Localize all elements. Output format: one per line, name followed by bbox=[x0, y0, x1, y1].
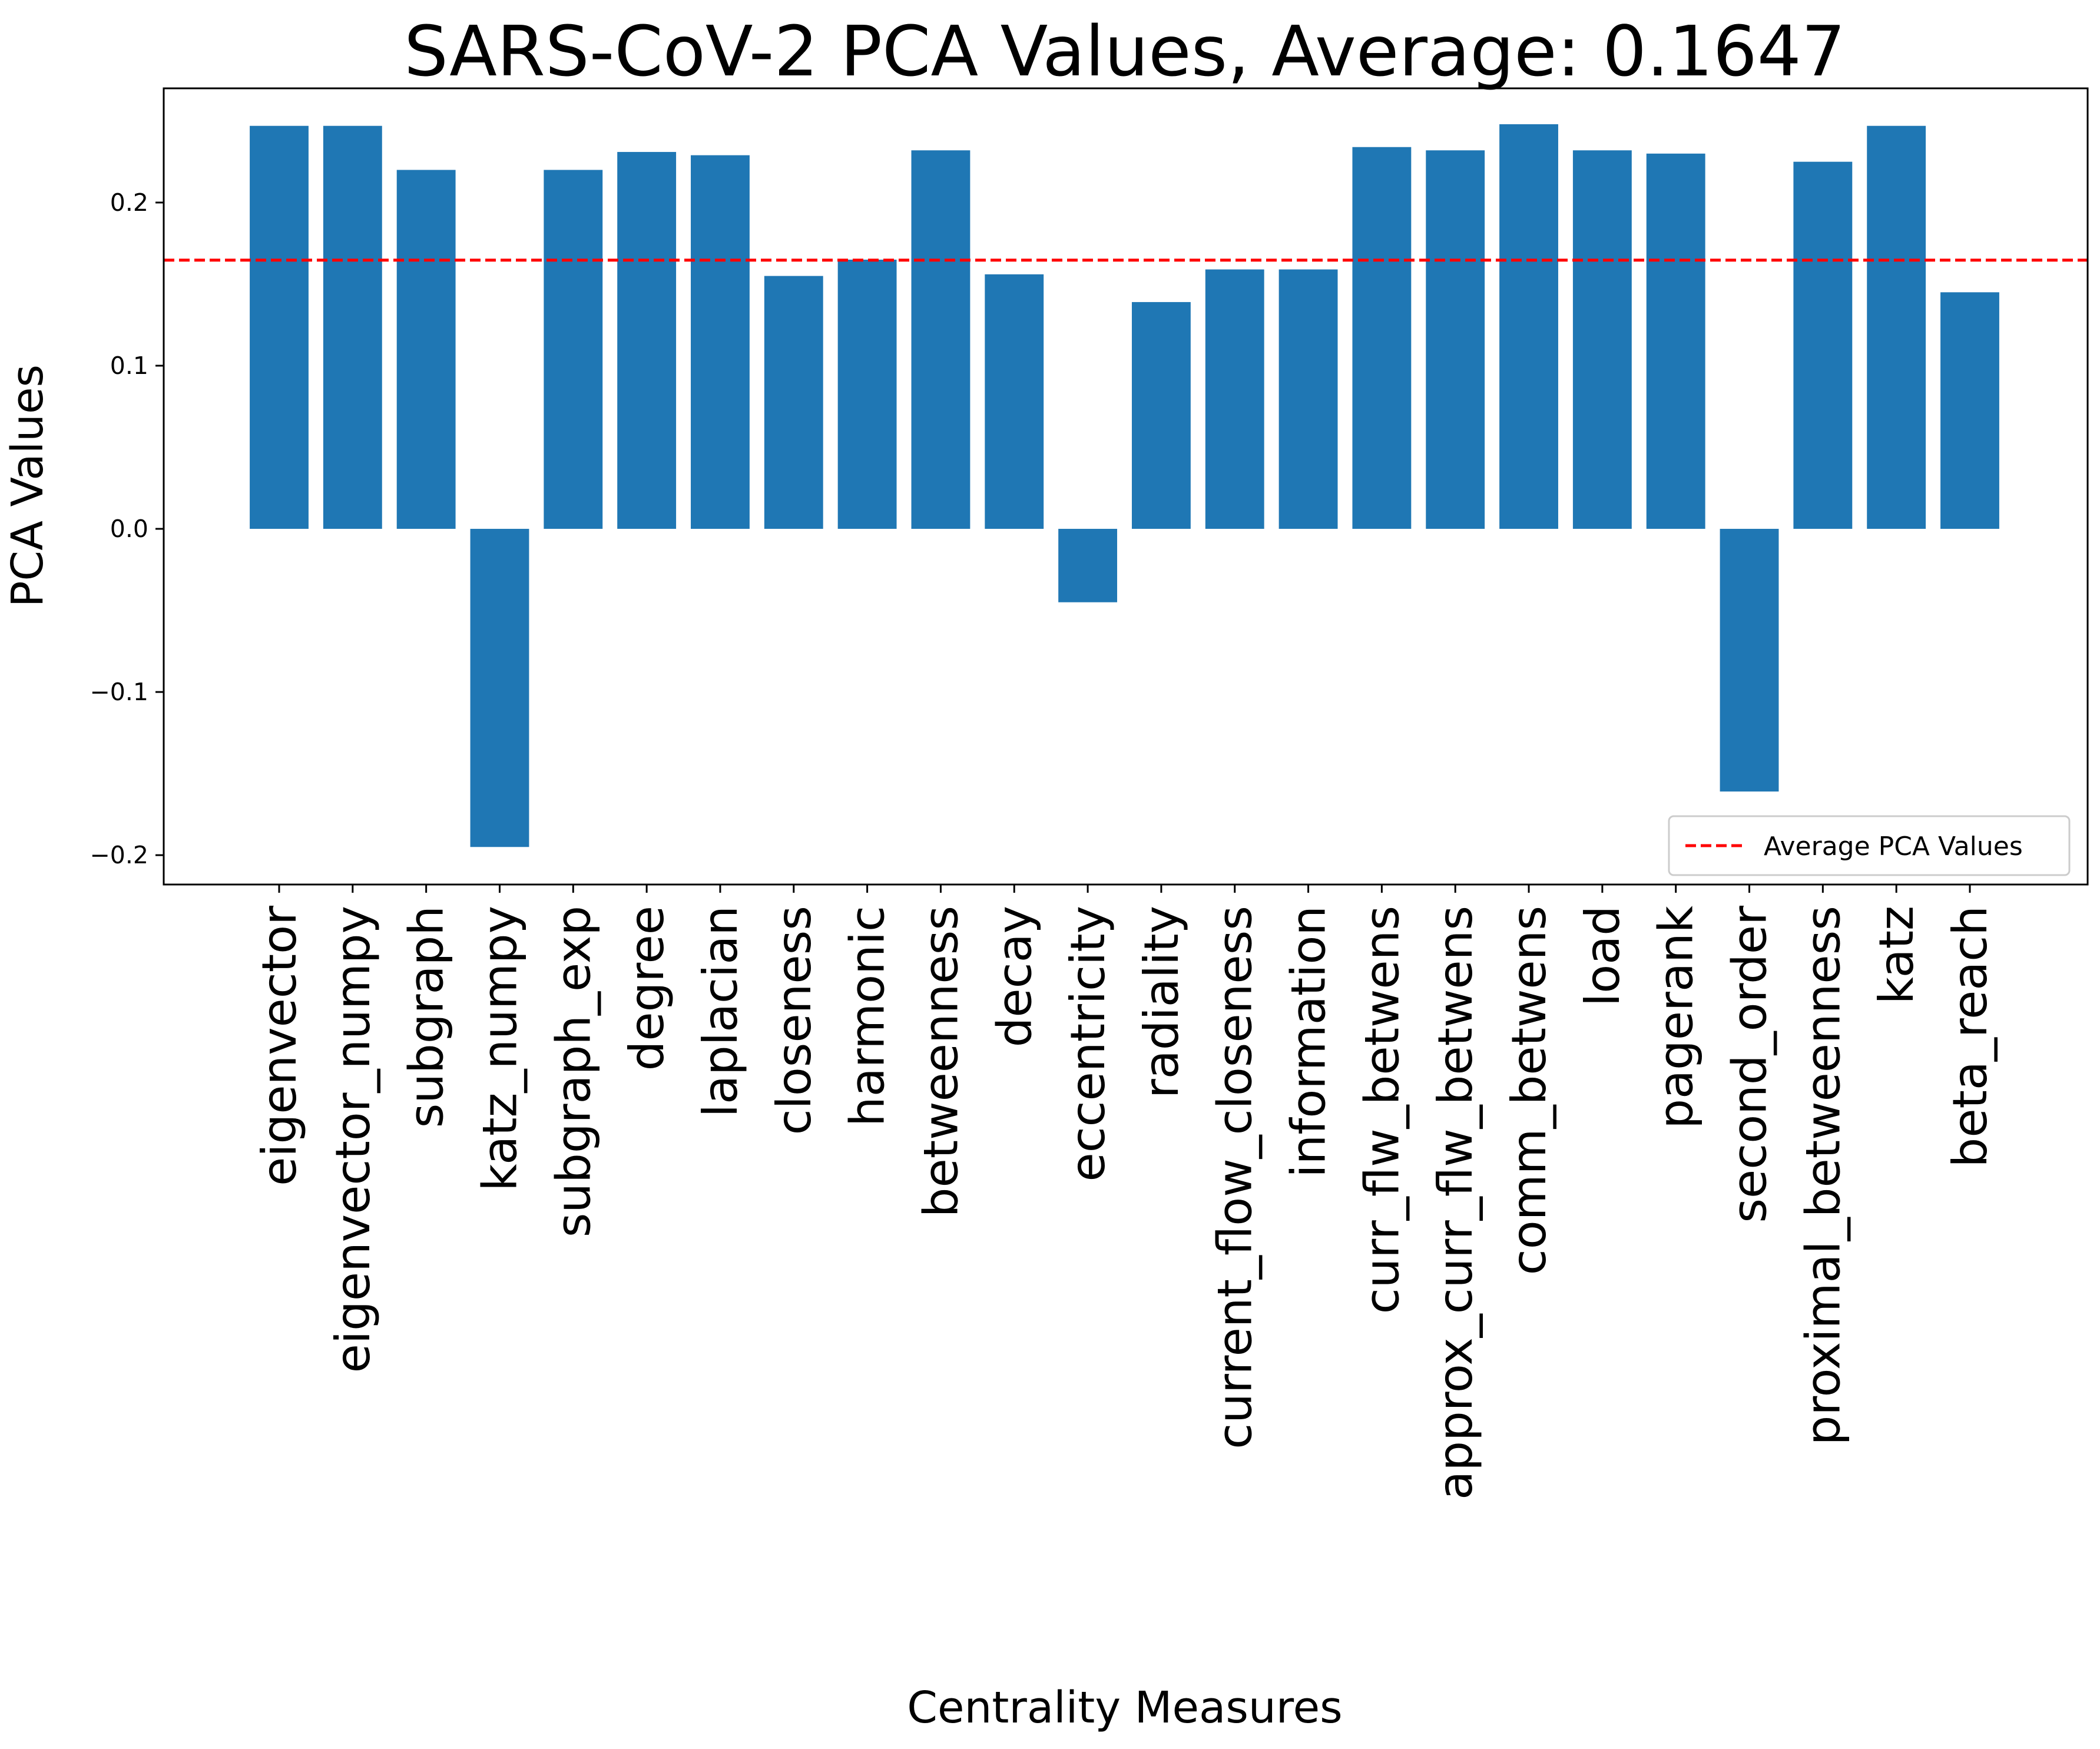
x-tick-label: harmonic bbox=[840, 906, 895, 1127]
x-tick-label: comm_betwens bbox=[1502, 906, 1556, 1275]
x-tick-label: radiality bbox=[1134, 906, 1189, 1098]
y-axis-ticks: −0.2 −0.1 0.0 0.1 0.2 bbox=[90, 188, 164, 869]
bar-laplacian bbox=[691, 155, 750, 529]
x-tick-label: decay bbox=[987, 906, 1042, 1047]
bar-katz-numpy bbox=[470, 529, 529, 847]
y-tick-label: −0.2 bbox=[90, 841, 148, 869]
bar-proximal-betweenness bbox=[1793, 161, 1853, 529]
plot-frame bbox=[163, 87, 2089, 886]
bar-betweenness bbox=[911, 150, 970, 529]
bar-current-flow-closeness bbox=[1205, 269, 1264, 529]
bar-radiality bbox=[1131, 302, 1191, 529]
x-tick-label: laplacian bbox=[693, 906, 748, 1117]
x-tick-label: second_order bbox=[1723, 906, 1777, 1223]
bar-comm-betwens bbox=[1499, 124, 1558, 529]
y-tick-label: 0.0 bbox=[110, 515, 148, 543]
x-tick-label: subgraph bbox=[399, 906, 454, 1128]
bar-harmonic bbox=[837, 259, 897, 529]
x-tick-label: katz bbox=[1869, 906, 1924, 1004]
x-tick-label: approx_curr_flw_betwens bbox=[1428, 906, 1483, 1500]
bar-approx-curr-flw-betwens bbox=[1426, 150, 1485, 529]
legend: Average PCA Values bbox=[1668, 815, 2071, 876]
y-tick-label: −0.1 bbox=[90, 678, 148, 706]
bar-subgraph-exp bbox=[544, 170, 603, 529]
x-tick-label: pagerank bbox=[1649, 905, 1704, 1128]
x-tick-label: closeness bbox=[767, 906, 822, 1135]
x-tick-label: curr_flw_betwens bbox=[1354, 906, 1409, 1314]
bar-degree bbox=[617, 152, 677, 529]
x-tick-label: information bbox=[1281, 906, 1336, 1178]
bar-beta-reach bbox=[1940, 292, 1999, 529]
bar-eigenvector-numpy bbox=[323, 125, 382, 529]
legend-label-average: Average PCA Values bbox=[1764, 832, 2023, 862]
y-tick-label: 0.2 bbox=[110, 188, 148, 217]
x-tick-label: katz_numpy bbox=[472, 906, 527, 1191]
legend-box bbox=[1668, 815, 2071, 876]
bar-second-order bbox=[1720, 529, 1779, 792]
x-tick-label: subgraph_exp bbox=[546, 906, 601, 1237]
x-tick-label: beta_reach bbox=[1943, 906, 1998, 1167]
x-tick-label: current_flow_closeness bbox=[1208, 906, 1263, 1449]
x-tick-label: eigenvector_numpy bbox=[326, 906, 380, 1373]
bar-subgraph bbox=[396, 170, 456, 529]
bar-pagerank bbox=[1646, 153, 1705, 529]
bar-decay bbox=[985, 274, 1044, 529]
chart-title: SARS-CoV-2 PCA Values, Average: 0.1647 bbox=[404, 11, 1846, 92]
x-axis-ticks: eigenvector eigenvector_numpy subgraph katz… bbox=[252, 885, 1998, 1500]
bar-load bbox=[1572, 150, 1632, 529]
bar-eccentricity bbox=[1058, 529, 1118, 602]
x-axis-label: Centrality Measures bbox=[907, 1682, 1342, 1733]
y-axis-label: PCA Values bbox=[2, 365, 53, 607]
x-tick-label: proximal_betweenness bbox=[1796, 906, 1850, 1445]
bar-information bbox=[1278, 269, 1338, 529]
x-tick-label: betweenness bbox=[913, 906, 968, 1217]
bar-eigenvector bbox=[250, 125, 309, 529]
x-tick-label: degree bbox=[620, 906, 674, 1071]
x-tick-label: eigenvector bbox=[252, 906, 307, 1186]
x-tick-label: load bbox=[1575, 906, 1630, 1006]
bar-katz bbox=[1867, 125, 1926, 529]
bar-closeness bbox=[764, 276, 823, 529]
y-tick-label: 0.1 bbox=[110, 352, 148, 380]
bar-curr-flw-betwens bbox=[1352, 147, 1412, 529]
bars bbox=[250, 124, 1999, 847]
x-tick-label: eccentricity bbox=[1061, 906, 1115, 1182]
